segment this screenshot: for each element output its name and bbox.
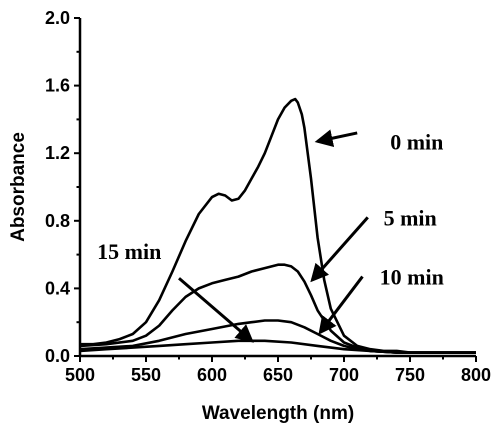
x-tick-label: 750	[395, 365, 425, 385]
y-tick-label: 1.2	[45, 143, 70, 163]
annotations: 0 min 5 min 10 min 15 min	[97, 129, 444, 340]
arrow-0-min	[318, 133, 358, 141]
y-tick-label: 1.6	[45, 76, 70, 96]
x-axis-title: Wavelength (nm)	[202, 403, 354, 424]
series-line-15-min	[80, 341, 476, 353]
x-tick-label: 500	[65, 365, 95, 385]
x-tick-label: 800	[461, 365, 491, 385]
y-axis-title: Absorbance	[8, 132, 29, 242]
x-tick-label: 600	[197, 365, 227, 385]
x-tick-label: 550	[131, 365, 161, 385]
arrow-15-min	[179, 278, 252, 341]
axes: 500 550 600 650 700 750 800 0.0 0.4 0.8 1.2 1.6 2.0	[45, 8, 491, 385]
annotation-0-min: 0 min	[390, 129, 443, 154]
arrow-5-min	[312, 217, 367, 280]
annotation-15-min: 15 min	[97, 239, 161, 264]
annotation-10-min: 10 min	[380, 265, 444, 290]
annotation-5-min: 5 min	[384, 205, 437, 230]
x-tick-label: 650	[263, 365, 293, 385]
y-tick-label: 2.0	[45, 8, 70, 28]
y-tick-label: 0.0	[45, 346, 70, 366]
y-tick-label: 0.4	[45, 278, 70, 298]
y-tick-label: 0.8	[45, 211, 70, 231]
x-tick-label: 700	[329, 365, 359, 385]
